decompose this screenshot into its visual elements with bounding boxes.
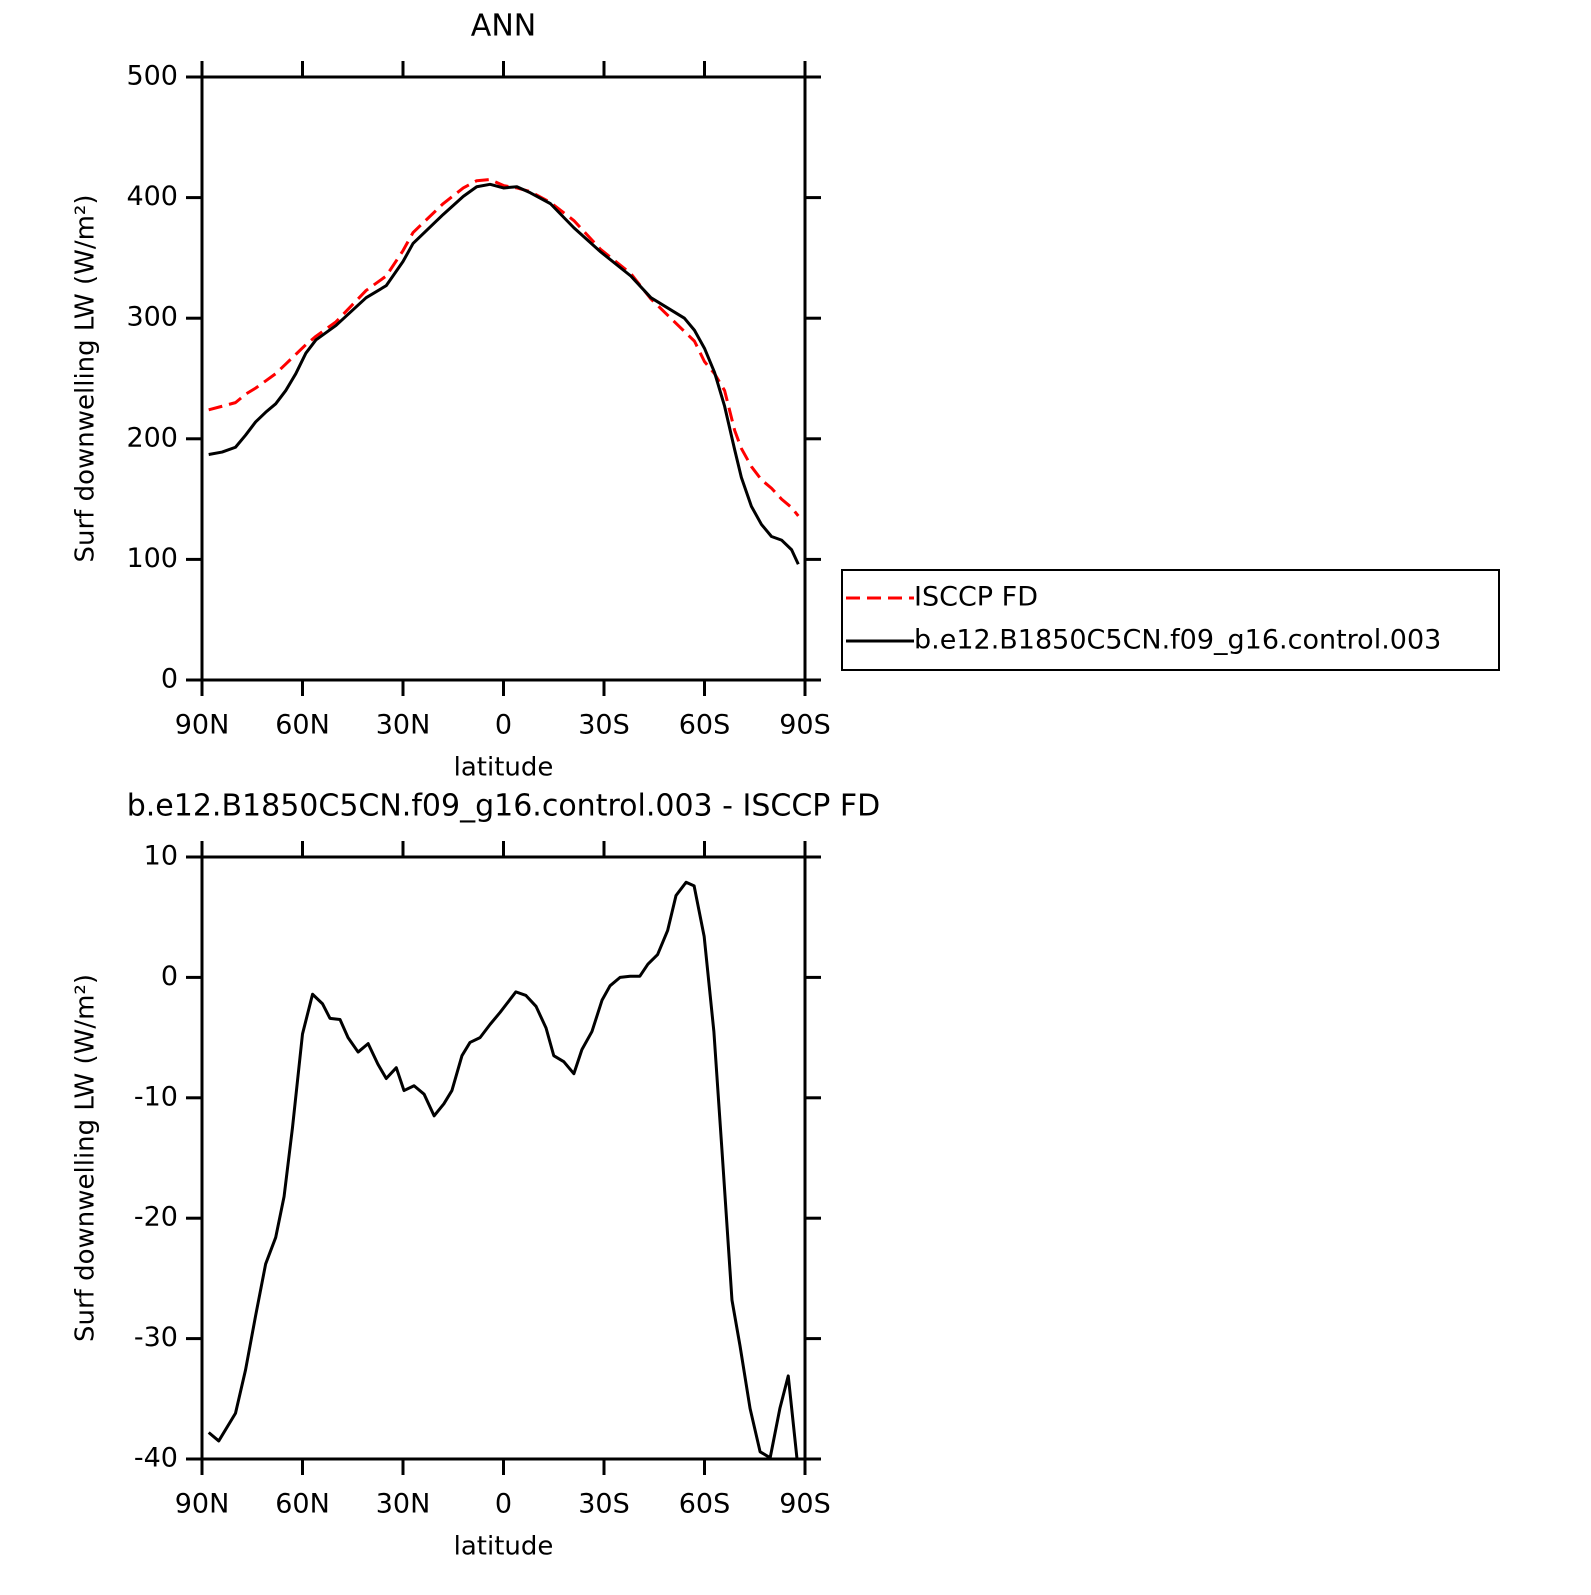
x-tick-label: 30N bbox=[376, 1489, 431, 1520]
legend-label: b.e12.B1850C5CN.f09_g16.control.003 bbox=[914, 625, 1441, 656]
x-tick-label: 0 bbox=[495, 710, 512, 741]
series-line bbox=[207, 880, 799, 1459]
y-axis-label: Surf downwelling LW (W/m²) bbox=[71, 974, 101, 1342]
x-tick-label: 0 bbox=[495, 1489, 512, 1520]
y-tick-label: 300 bbox=[126, 302, 178, 333]
series-line bbox=[208, 178, 800, 517]
y-tick-label: 100 bbox=[126, 543, 178, 574]
x-tick-label: 30S bbox=[578, 1489, 630, 1520]
chart-title: b.e12.B1850C5CN.f09_g16.control.003 - IS… bbox=[127, 789, 881, 824]
x-axis-label: latitude bbox=[454, 753, 554, 783]
plot-frame bbox=[200, 855, 807, 1461]
series-line bbox=[208, 182, 800, 565]
x-tick-label: 90N bbox=[175, 1489, 230, 1520]
x-axis-label: latitude bbox=[454, 1532, 554, 1562]
y-tick-label: 200 bbox=[126, 422, 178, 453]
x-tick-label: 90S bbox=[779, 710, 831, 741]
x-tick-label: 90S bbox=[779, 1489, 831, 1520]
chart-title: ANN bbox=[471, 9, 536, 44]
y-tick-label: 0 bbox=[161, 664, 178, 695]
y-tick-label: -30 bbox=[134, 1322, 178, 1353]
legend-box bbox=[841, 569, 1500, 671]
x-tick-label: 60N bbox=[275, 1489, 330, 1520]
y-tick-label: 400 bbox=[126, 181, 178, 212]
y-tick-label: -40 bbox=[134, 1443, 178, 1474]
legend-label: ISCCP FD bbox=[914, 582, 1038, 613]
y-tick-label: 10 bbox=[144, 841, 178, 872]
x-tick-label: 60N bbox=[275, 710, 330, 741]
x-tick-label: 30S bbox=[578, 710, 630, 741]
x-tick-label: 60S bbox=[679, 1489, 731, 1520]
x-tick-label: 60S bbox=[679, 710, 731, 741]
y-tick-label: 0 bbox=[161, 961, 178, 992]
y-tick-label: -10 bbox=[134, 1081, 178, 1112]
y-axis-label: Surf downwelling LW (W/m²) bbox=[71, 195, 101, 563]
y-tick-label: 500 bbox=[126, 61, 178, 92]
x-tick-label: 30N bbox=[376, 710, 431, 741]
y-tick-label: -20 bbox=[134, 1202, 178, 1233]
x-tick-label: 90N bbox=[175, 710, 230, 741]
